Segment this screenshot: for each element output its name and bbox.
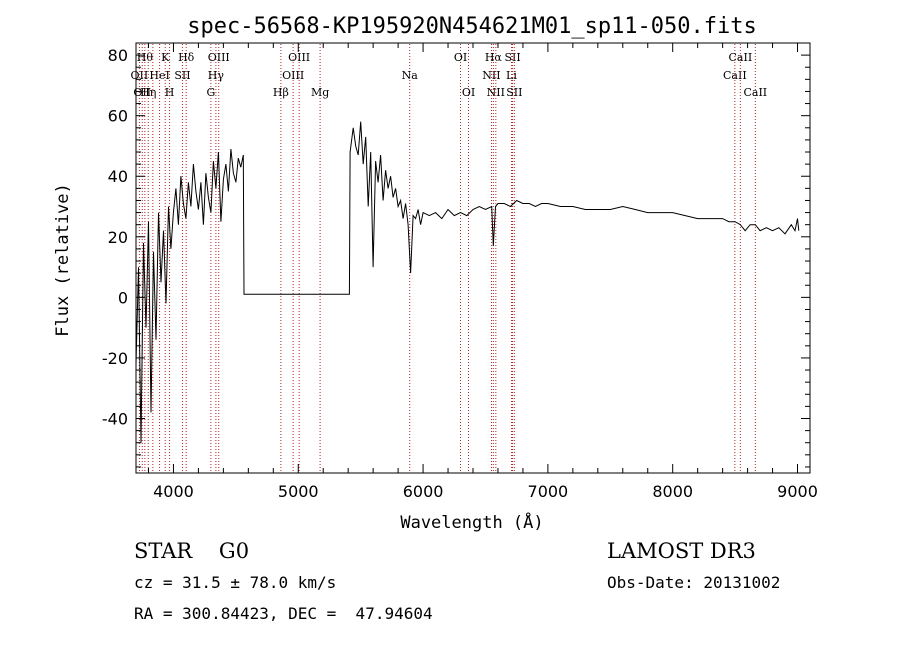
line-marker-label: Hθ <box>137 51 154 64</box>
line-marker-label: Hδ <box>178 51 195 64</box>
line-marker-label: CaII <box>729 51 753 64</box>
line-marker-label: OII <box>131 69 149 82</box>
spectrum-line <box>135 121 800 443</box>
survey-name: LAMOST DR3 <box>607 539 756 563</box>
y-tick-label: 20 <box>108 228 128 247</box>
x-tick-label: 8000 <box>652 482 693 501</box>
x-tick-label: 9000 <box>777 482 818 501</box>
line-marker-label: OIII <box>208 51 230 64</box>
y-axis-ticks: -40 -20 0 20 40 60 80 <box>102 42 810 468</box>
y-tick-label: 0 <box>118 288 128 307</box>
x-axis-label: Wavelength (Å) <box>400 511 543 533</box>
y-tick-label: -40 <box>102 409 128 428</box>
line-marker-label: H <box>165 86 175 99</box>
line-marker-label: Hη <box>140 86 156 99</box>
line-marker-label: SII <box>504 51 520 64</box>
line-marker-label: Li <box>506 69 517 82</box>
line-marker-label: OI <box>454 51 467 64</box>
line-marker-label: Hβ <box>273 86 289 99</box>
y-tick-label: 60 <box>108 107 128 126</box>
coordinates-text: RA = 300.84423, DEC = 47.94604 <box>134 604 433 623</box>
x-tick-label: 7000 <box>528 482 569 501</box>
line-marker-label: SII <box>506 86 522 99</box>
line-marker-label: CaII <box>743 86 767 99</box>
line-marker-label: K <box>161 51 170 64</box>
line-marker-label: SII <box>174 69 190 82</box>
line-marker-label: HeI <box>149 69 169 82</box>
line-marker-label: G <box>206 86 215 99</box>
redshift-text: cz = 31.5 ± 78.0 km/s <box>134 573 337 592</box>
line-marker-label: Na <box>402 69 419 82</box>
line-marker-label: OIII <box>288 51 310 64</box>
star-class: STAR G0 <box>134 539 250 563</box>
line-marker-label: OII <box>133 86 151 99</box>
x-tick-label: 4000 <box>153 482 194 501</box>
line-marker-label: OIII <box>282 69 304 82</box>
x-tick-label: 6000 <box>403 482 444 501</box>
plot-frame <box>135 42 811 474</box>
line-marker-label: Hγ <box>208 69 225 82</box>
line-marker-label: NII <box>482 69 500 82</box>
y-axis-label: Flux (relative) <box>53 183 73 337</box>
y-tick-label: 40 <box>108 167 128 186</box>
obs-date: Obs-Date: 20131002 <box>607 573 781 592</box>
x-tick-label: 5000 <box>278 482 319 501</box>
line-marker-label: Hα <box>485 51 503 64</box>
line-marker-label: NII <box>487 86 505 99</box>
line-marker-label: OI <box>462 86 475 99</box>
line-marker-label: CaII <box>723 69 747 82</box>
y-tick-label: -20 <box>102 349 128 368</box>
spectral-line-markers: OII OII Hθ Hη HeI K H SII Hδ G Hγ OIII Hβ OIII OIII Mg N… <box>131 44 767 472</box>
x-axis-ticks: 4000 5000 6000 7000 8000 9000 <box>147 43 818 501</box>
line-marker-label: Mg <box>311 86 329 99</box>
chart-title: spec-56568-KP195920N454621M01_sp11-050.f… <box>187 14 757 39</box>
y-tick-label: 80 <box>108 46 128 65</box>
